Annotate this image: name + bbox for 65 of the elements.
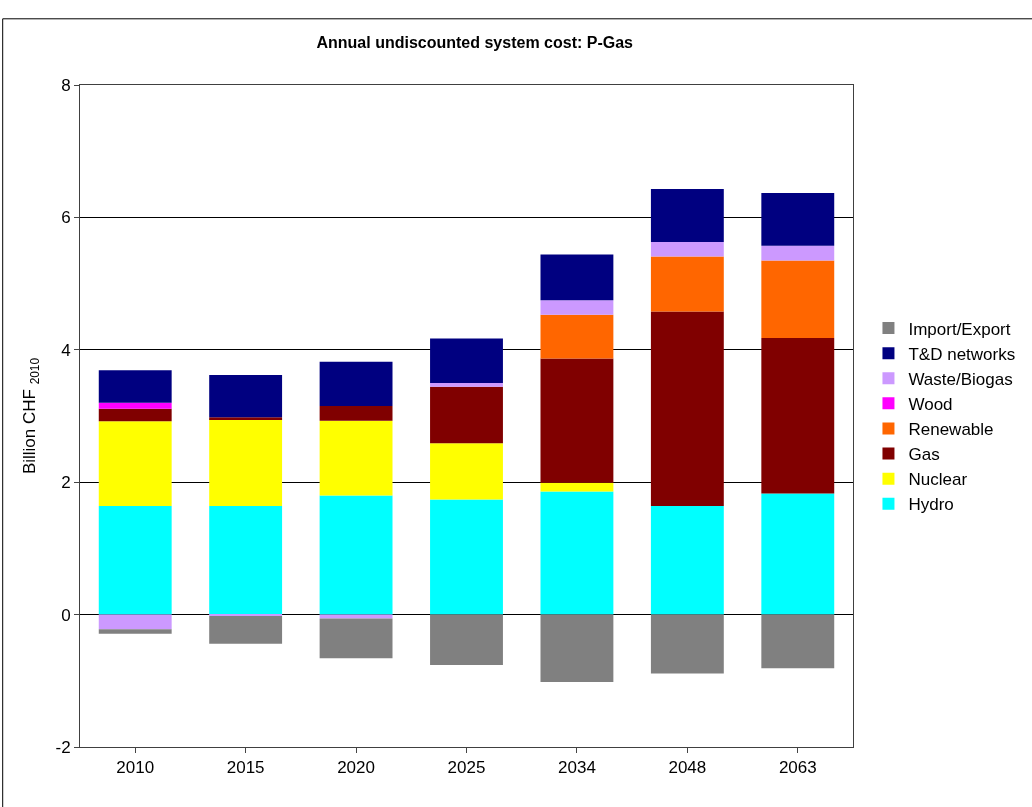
- bar: [650, 241, 724, 257]
- bar: [761, 493, 835, 615]
- bar: [761, 260, 835, 338]
- bar: [319, 361, 393, 407]
- bar: [430, 499, 503, 615]
- y-tick-label: 8: [61, 75, 71, 95]
- bar: [650, 311, 724, 507]
- bar: [761, 245, 835, 261]
- legend-label: Import/Export: [908, 319, 1011, 339]
- bar: [540, 358, 614, 483]
- bar: [209, 417, 283, 420]
- bar: [430, 386, 503, 444]
- bar: [540, 300, 614, 315]
- x-tick-label: 2034: [558, 758, 596, 778]
- legend-label: Wood: [908, 394, 953, 414]
- bar: [98, 629, 172, 634]
- bar: [209, 374, 283, 418]
- legend-label: T&D networks: [908, 344, 1016, 364]
- x-tick-label: 2020: [337, 758, 375, 778]
- bar: [761, 614, 835, 669]
- legend-label: Renewable: [908, 420, 994, 440]
- bar: [98, 402, 172, 409]
- bar: [430, 443, 503, 500]
- bar: [650, 188, 724, 242]
- legend-label: Hydro: [908, 495, 954, 515]
- bar: [761, 192, 835, 246]
- bar: [650, 506, 724, 615]
- y-tick-label: 4: [61, 340, 71, 360]
- bar: [650, 256, 724, 312]
- bar: [540, 314, 614, 359]
- bar: [430, 614, 503, 665]
- y-tick-label: 0: [61, 605, 71, 625]
- x-tick-label: 2025: [447, 758, 486, 778]
- bar: [98, 408, 172, 422]
- bar: [540, 614, 614, 683]
- bar: [98, 506, 172, 615]
- bar: [319, 406, 393, 421]
- chart-title: Annual undiscounted system cost: P-Gas: [316, 33, 634, 51]
- bar: [650, 614, 724, 674]
- x-tick-label: 2010: [116, 758, 155, 778]
- bar: [209, 419, 283, 507]
- bar: [540, 254, 614, 301]
- x-tick-label: 2048: [668, 758, 707, 778]
- bar: [98, 370, 172, 403]
- bar: [98, 614, 172, 630]
- bar: [430, 338, 503, 383]
- bar: [319, 495, 393, 615]
- bar: [209, 615, 283, 644]
- bar: [761, 337, 835, 494]
- x-tick-label: 2063: [778, 758, 817, 778]
- bar: [319, 614, 393, 619]
- bar: [319, 618, 393, 659]
- legend-label: Waste/Biogas: [908, 369, 1013, 389]
- x-tick-label: 2015: [226, 758, 265, 778]
- bar: [319, 420, 393, 496]
- bar: [540, 491, 614, 615]
- bar: [430, 382, 503, 387]
- bar: [98, 421, 172, 507]
- y-tick-label: 6: [61, 208, 71, 228]
- bar: [540, 482, 614, 492]
- legend-label: Nuclear: [908, 470, 968, 490]
- legend-label: Gas: [908, 445, 940, 465]
- y-tick-label: 2: [61, 473, 71, 493]
- y-tick-label: -2: [55, 737, 71, 757]
- bar: [209, 506, 283, 615]
